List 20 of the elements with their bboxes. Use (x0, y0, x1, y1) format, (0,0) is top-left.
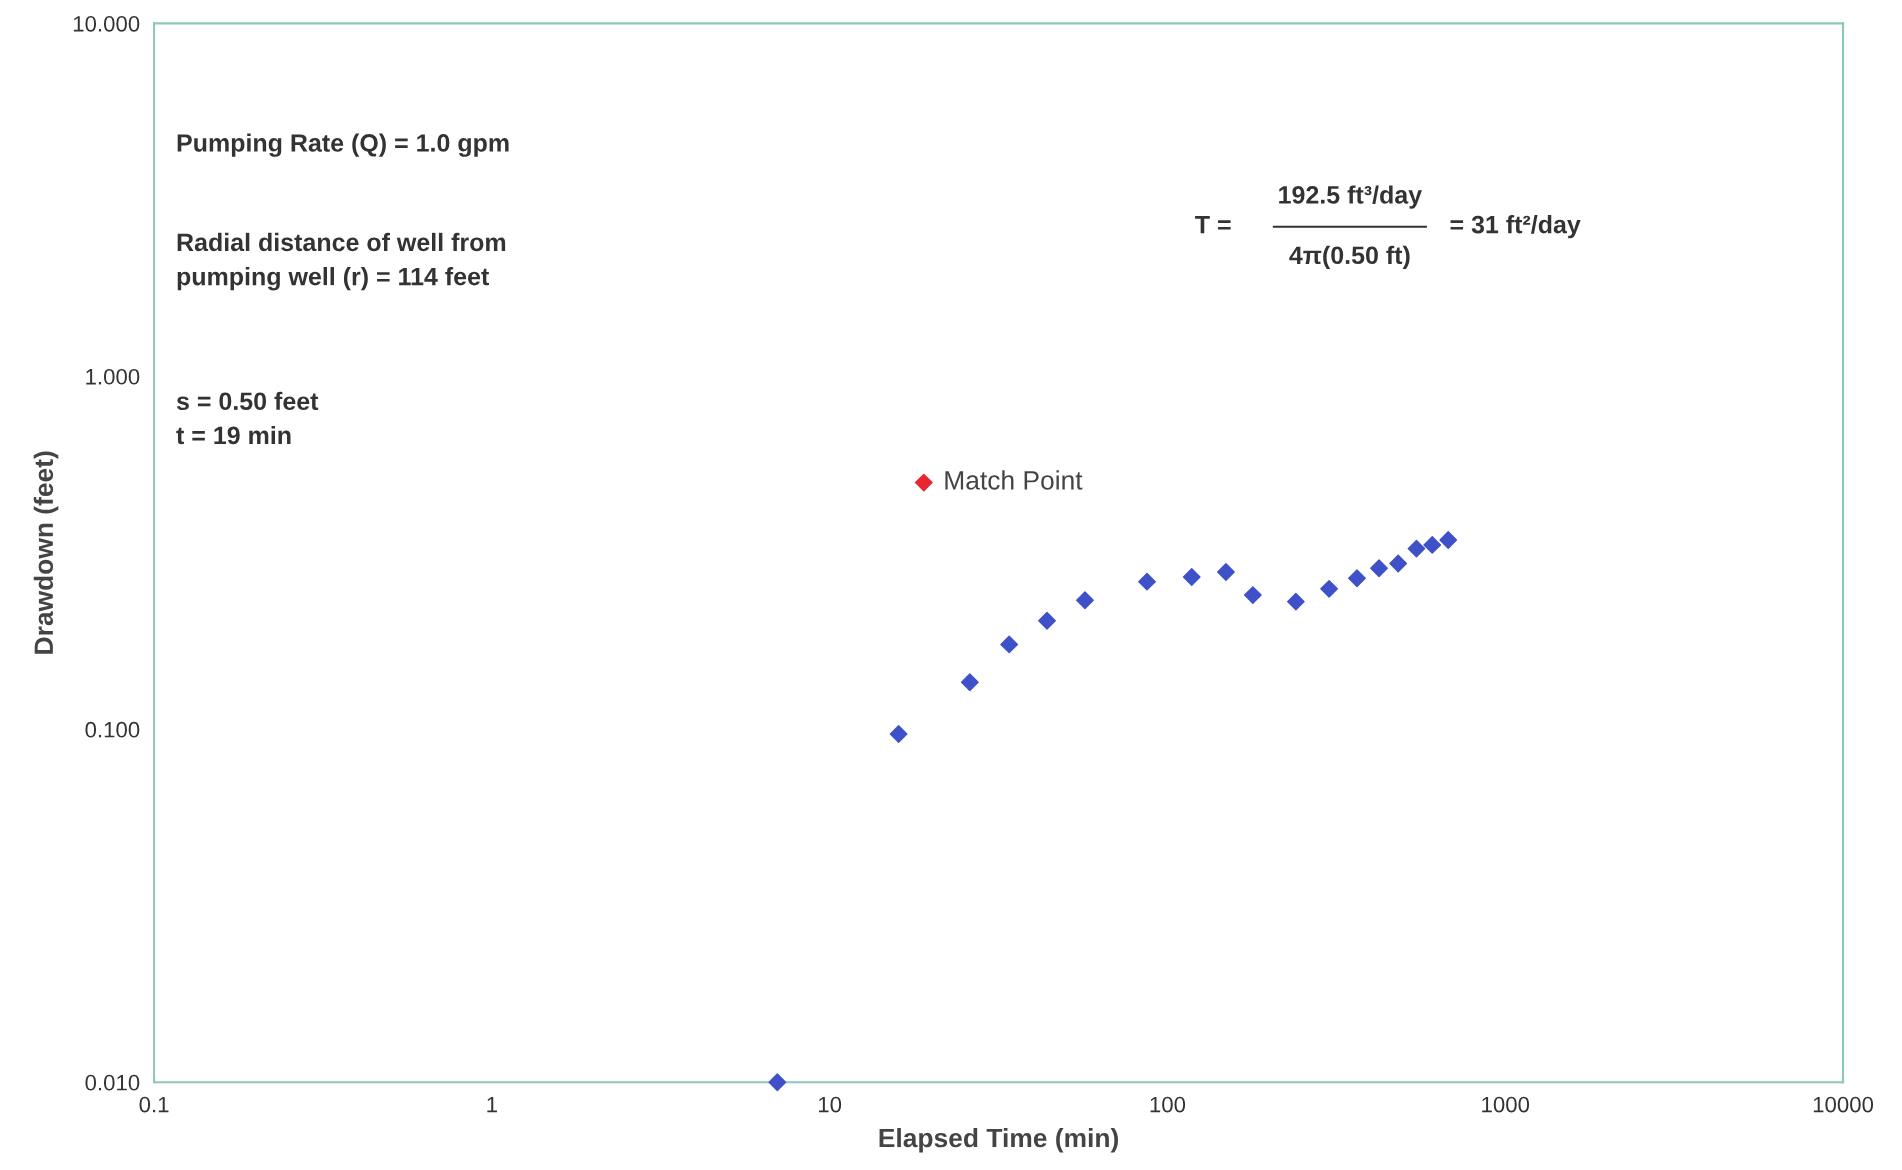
x-axis-title: Elapsed Time (min) (879, 1127, 1118, 1153)
x-tick-label: 1 (487, 1096, 497, 1113)
y-tick-label: 0.010 (85, 1074, 140, 1091)
annotation: s = 0.50 feet t = 19 min (176, 391, 319, 445)
annotation: Radial distance of well from pumping well (r) = 114 feet (177, 232, 506, 291)
y-tick-label: 10.000 (73, 15, 140, 32)
y-tick-label: 0.100 (85, 721, 140, 738)
annotation: Pumping Rate (Q) = 1.0 gpm (177, 133, 509, 157)
x-tick-label: 10000 (1813, 1096, 1874, 1113)
y-tick-label: 1.000 (86, 368, 140, 385)
x-tick-label: 10 (818, 1096, 842, 1113)
x-tick-label: 100 (1150, 1096, 1186, 1113)
annotation: T = (1195, 215, 1231, 234)
x-tick-label: 0.1 (139, 1096, 169, 1113)
annotation: = 31 ft²/day (1450, 215, 1581, 239)
annotation: 4π(0.50 ft) (1289, 245, 1410, 270)
annotation: 192.5 ft³/day (1279, 185, 1422, 209)
x-tick-label: 1000 (1482, 1096, 1530, 1113)
y-axis-title: Drawdown (feet) (33, 451, 59, 654)
series-label: Match Point (945, 470, 1083, 490)
